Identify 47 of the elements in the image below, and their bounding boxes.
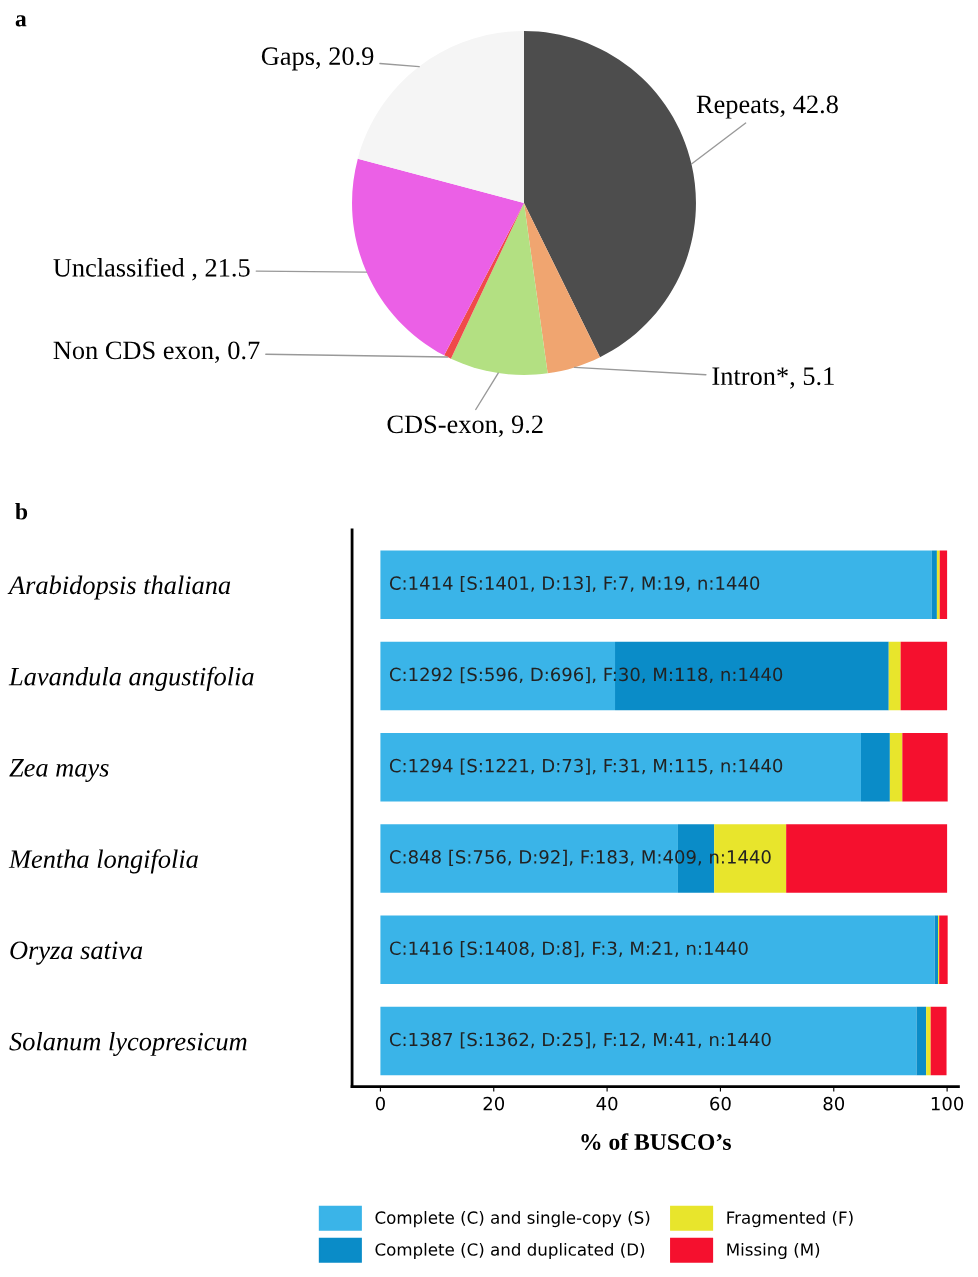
- chart-title: a: [15, 15, 27, 27]
- y-tick-label: Arabidopsis thaliana: [7, 575, 231, 600]
- x-tick-label: 100: [931, 1096, 964, 1111]
- data-label: C:1294 [S:1221, D:73], F:31, M:115, n:1440: [389, 758, 783, 775]
- x-tick-label: 0: [375, 1096, 385, 1111]
- data-label: C:1416 [S:1408, D:8], F:3, M:21, n:1440: [389, 941, 748, 958]
- slice-label: Repeats, 42.8: [696, 95, 838, 119]
- bar: [786, 824, 948, 893]
- data-label: C:1292 [S:596, D:696], F:30, M:118, n:1440: [389, 667, 783, 684]
- y-tick-label: Mentha longifolia: [8, 849, 198, 874]
- x-axis-title: % of BUSCO’s: [581, 1133, 731, 1151]
- text: b: [15, 502, 28, 520]
- bar: [888, 641, 901, 711]
- slice-label: Non CDS exon, 0.7: [53, 341, 260, 364]
- bar: [380, 550, 932, 619]
- y-tick-label: Solanum lycopresicum: [9, 1031, 247, 1056]
- bar: [900, 641, 948, 711]
- y-tick-label: Oryza sativa: [10, 941, 143, 965]
- slice-label: Unclassified , 21.5: [53, 257, 250, 281]
- bar: [939, 550, 948, 619]
- bar: [860, 733, 890, 802]
- legend-label: Complete (C) and duplicated (D): [375, 1242, 645, 1260]
- x-tick-label: 60: [710, 1096, 731, 1111]
- bar: [939, 915, 948, 985]
- x-tick-label: 40: [596, 1096, 618, 1111]
- slice-label: CDS-exon, 9.2: [387, 415, 543, 438]
- slice-label: Intron*, 5.1: [712, 367, 834, 389]
- legend-label: Complete (C) and single-copy (S): [375, 1211, 650, 1228]
- bar: [902, 733, 948, 802]
- bar: [930, 1006, 947, 1076]
- legend-label: Fragmented (F): [727, 1211, 853, 1228]
- bar: [380, 733, 861, 802]
- bar: [380, 915, 935, 985]
- data-label: C:1414 [S:1401, D:13], F:7, M:19, n:1440: [389, 575, 760, 593]
- y-tick-label: Lavandula angustifolia: [8, 666, 254, 691]
- bar: [926, 1006, 931, 1076]
- x-tick-label: 20: [483, 1096, 505, 1111]
- x-tick-label: 80: [823, 1096, 845, 1111]
- bar: [889, 733, 903, 802]
- slice-label: Gaps, 20.9: [261, 47, 374, 71]
- y-tick-label: Zea mays: [9, 759, 109, 783]
- bar: [931, 550, 937, 619]
- data-label: C:1387 [S:1362, D:25], F:12, M:41, n:1440: [389, 1032, 771, 1049]
- legend-label: Missing (M): [727, 1242, 820, 1260]
- bar: [380, 1006, 917, 1076]
- bar: [916, 1006, 927, 1076]
- bar: [936, 550, 940, 619]
